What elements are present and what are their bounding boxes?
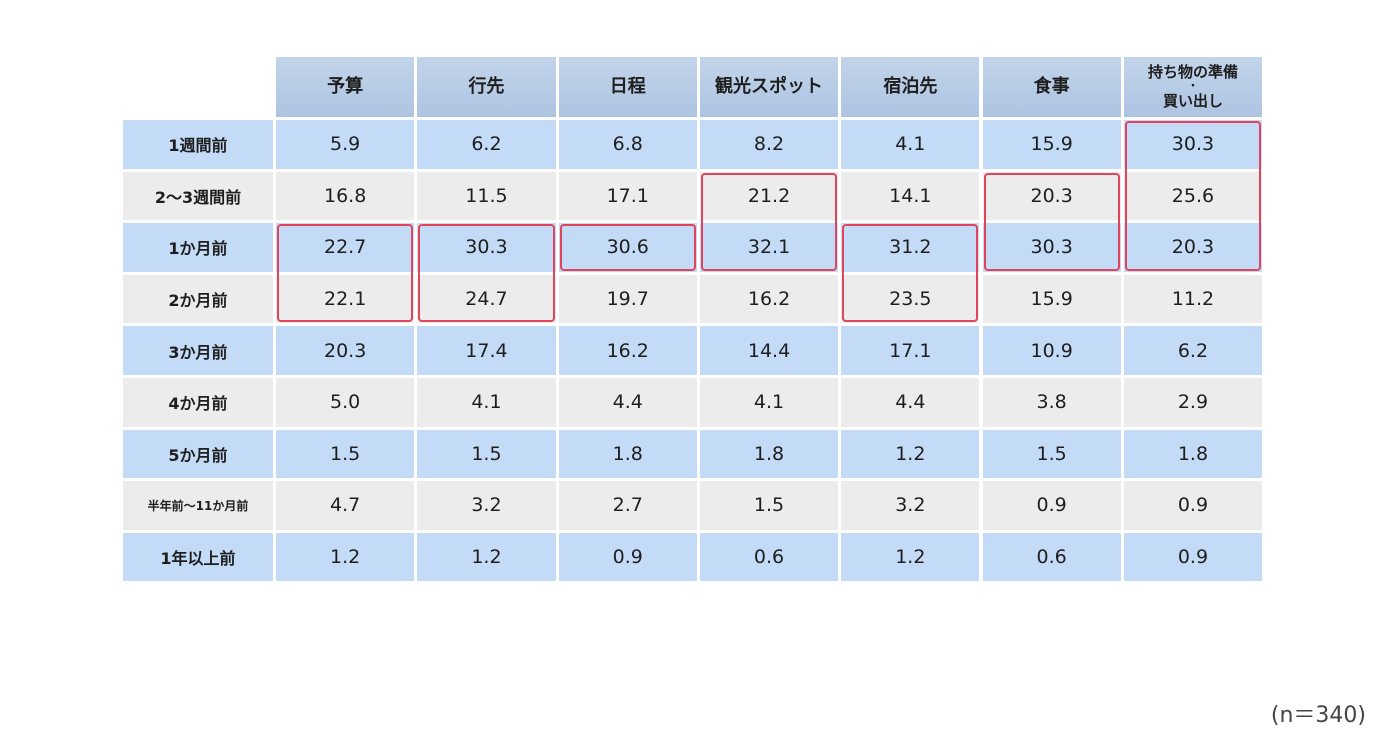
- row-header-1: 1週間前: [123, 120, 273, 169]
- column-header-5: 宿泊先: [841, 57, 980, 117]
- table-cell: 31.2: [841, 223, 980, 272]
- table-cell: 30.3: [1123, 120, 1263, 169]
- table-cell: 3.2: [417, 481, 556, 530]
- table-cell: 4.1: [699, 378, 839, 427]
- table-cell: 11.5: [417, 171, 556, 221]
- table-cell: 0.9: [1123, 481, 1263, 530]
- column-header-label: 食事: [1033, 75, 1070, 97]
- table-cell: 19.7: [558, 274, 697, 324]
- column-header-7: 持ち物の準備・買い出し: [1123, 57, 1263, 117]
- table-cell: 1.2: [417, 532, 556, 582]
- row-header-9: 1年以上前: [123, 532, 273, 582]
- table-cell: 3.2: [841, 481, 980, 530]
- table-cell: 4.7: [276, 481, 415, 530]
- table-cell: 1.5: [417, 429, 556, 479]
- table-cell: 4.1: [841, 120, 980, 169]
- table-cell: 30.3: [982, 223, 1121, 272]
- row-header-3: 1か月前: [123, 223, 273, 272]
- table-cell: 0.9: [982, 481, 1121, 530]
- column-header-label: 日程: [609, 75, 646, 97]
- column-header-label: 宿泊先: [883, 75, 938, 97]
- column-header-3: 日程: [558, 57, 697, 117]
- table-cell: 17.1: [558, 171, 697, 221]
- row-header-8: 半年前～11か月前: [123, 481, 273, 530]
- table-cell: 1.8: [558, 429, 697, 479]
- table-cell: 32.1: [699, 223, 839, 272]
- table-cell: 23.5: [841, 274, 980, 324]
- table-cell: 1.8: [1123, 429, 1263, 479]
- sample-size-note: (n＝340): [1270, 703, 1366, 728]
- column-header-label: 予算: [327, 75, 364, 97]
- table-cell: 2.7: [558, 481, 697, 530]
- table-cell: 5.9: [276, 120, 415, 169]
- table-cell: 1.8: [699, 429, 839, 479]
- table-cell: 25.6: [1123, 171, 1263, 221]
- column-header-label: 買い出し: [1162, 92, 1223, 110]
- column-header-1: 予算: [276, 57, 415, 117]
- table-cell: 8.2: [699, 120, 839, 169]
- table-cell: 1.5: [699, 481, 839, 530]
- table-cell: 1.2: [276, 532, 415, 582]
- table-cell: 21.2: [699, 171, 839, 221]
- table-cell: 3.8: [982, 378, 1121, 427]
- row-header-2: 2～3週間前: [123, 171, 273, 221]
- table-cell: 6.8: [558, 120, 697, 169]
- table-cell: 0.6: [982, 532, 1121, 582]
- table-cell: 0.6: [699, 532, 839, 582]
- table-cell: 20.3: [982, 171, 1121, 221]
- table-cell: 14.1: [841, 171, 980, 221]
- row-header-6: 4か月前: [123, 378, 273, 427]
- column-header-label: ・: [1187, 81, 1198, 92]
- table-cell: 20.3: [276, 326, 415, 375]
- column-header-label: 行先: [468, 75, 505, 97]
- row-header-5: 3か月前: [123, 326, 273, 375]
- column-header-label: 持ち物の準備: [1147, 63, 1238, 82]
- table-cell: 1.2: [841, 532, 980, 582]
- table-cell: 1.2: [841, 429, 980, 479]
- table-cell: 1.5: [982, 429, 1121, 479]
- table-cell: 4.1: [417, 378, 556, 427]
- table-cell: 17.1: [841, 326, 980, 375]
- table-cell: 6.2: [1123, 326, 1263, 375]
- table-cell: 15.9: [982, 274, 1121, 324]
- table-cell: 0.9: [558, 532, 697, 582]
- table-cell: 16.2: [558, 326, 697, 375]
- table-cell: 20.3: [1123, 223, 1263, 272]
- table-cell: 16.8: [276, 171, 415, 221]
- table-cell: 30.6: [558, 223, 697, 272]
- table-cell: 17.4: [417, 326, 556, 375]
- table-cell: 0.9: [1123, 532, 1263, 582]
- table-cell: 24.7: [417, 274, 556, 324]
- table-cell: 14.4: [699, 326, 839, 375]
- column-header-6: 食事: [982, 57, 1121, 117]
- table-cell: 22.7: [276, 223, 415, 272]
- table-cell: 4.4: [558, 378, 697, 427]
- table-cell: 22.1: [276, 274, 415, 324]
- table-cell: 1.5: [276, 429, 415, 479]
- table-cell: 30.3: [417, 223, 556, 272]
- table-cell: 4.4: [841, 378, 980, 427]
- table-cell: 11.2: [1123, 274, 1263, 324]
- row-header-7: 5か月前: [123, 429, 273, 479]
- table-cell: 5.0: [276, 378, 415, 427]
- table-cell: 6.2: [417, 120, 556, 169]
- row-header-4: 2か月前: [123, 274, 273, 324]
- table-cell: 16.2: [699, 274, 839, 324]
- table-cell: 2.9: [1123, 378, 1263, 427]
- column-header-2: 行先: [417, 57, 556, 117]
- column-header-4: 観光スポット: [699, 57, 839, 117]
- table-cell: 10.9: [982, 326, 1121, 375]
- column-header-label: 観光スポット: [715, 75, 824, 97]
- table-cell: 15.9: [982, 120, 1121, 169]
